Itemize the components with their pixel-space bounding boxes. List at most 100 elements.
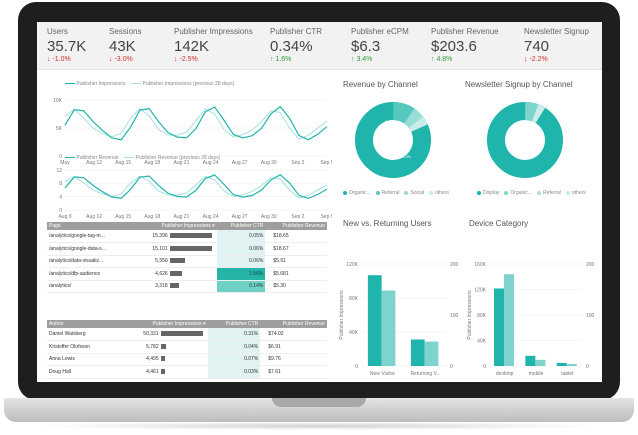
arrow-up-icon: ↑ — [351, 56, 355, 63]
author-cell[interactable]: Daniel Waisberg — [47, 328, 112, 341]
x-tick-label: May — [60, 160, 70, 166]
kpi-change: ↑ 4.8% — [431, 56, 499, 63]
page-cell[interactable]: /analytics/google-tag-m... — [47, 230, 129, 243]
impressions-legend-current: Publisher Impressions — [76, 81, 126, 87]
impressions-value: 4,461 — [146, 368, 159, 375]
revenue-cell: $74.02 — [260, 328, 327, 341]
kpi-value: 43K — [109, 38, 136, 55]
newsletter-by-channel-title: Newsletter Signup by Channel — [465, 80, 573, 89]
x-tick-label: Returning V... — [410, 371, 440, 377]
table-row[interactable]: Daniel Waisberg 50,331 0.31% $74.02 — [47, 328, 327, 341]
arrow-down-icon: ↓ — [524, 56, 528, 63]
column-header[interactable]: Publisher Revenue — [260, 320, 327, 328]
column-header[interactable]: Publisher CTR — [216, 222, 266, 230]
impressions-bar — [160, 331, 204, 337]
y-tick-label: 8 — [59, 181, 62, 187]
x-tick-label: Sep 2 — [291, 214, 304, 220]
page-cell[interactable]: /analytics/ — [47, 280, 129, 293]
legend-dot-icon — [565, 190, 570, 195]
legend-item: Referral — [375, 190, 399, 196]
table-row[interactable]: /analytics/3,318 0.14% $5.30 — [47, 280, 327, 293]
laptop-base — [4, 398, 634, 422]
revenue-cell: $5.91 — [265, 255, 327, 268]
impressions-bar — [169, 245, 212, 251]
kpi-change: ↓ -2.5% — [174, 56, 253, 63]
revenue-cell: $18.65 — [265, 230, 327, 243]
impressions-legend-previous: Publisher Impressions (previous 28 days) — [142, 81, 235, 87]
column-header[interactable]: Publisher Impressions ▾ — [111, 320, 208, 328]
arrow-up-icon: ↑ — [270, 56, 274, 63]
kpi-value: 35.7K — [47, 38, 87, 55]
x-tick-label: Aug 24 — [203, 214, 219, 220]
kpi-change-value: -2.2% — [529, 56, 548, 63]
kpi-bar: Users 35.7K ↓ -1.0% Sessions 43K ↓ -3.0% Publi… — [37, 22, 602, 70]
kpi-change-value: -1.0% — [52, 56, 71, 63]
kpi-change-value: 4.8% — [436, 56, 453, 63]
newsletter-by-channel-legend: Display Organic... Referral others — [477, 190, 591, 196]
column-header[interactable]: Page — [47, 222, 129, 230]
impressions-bar — [160, 356, 165, 362]
x-tick-label: Aug 30 — [261, 214, 277, 220]
page-cell[interactable]: /analytics/dfp-audience — [47, 267, 129, 281]
impressions-value: 5,550 — [155, 258, 168, 265]
table-row[interactable]: Doug Hall 4,461 0.03% $7.61 — [47, 365, 327, 379]
legend-label: Social — [410, 190, 425, 196]
kpi-change: ↑ 1.6% — [270, 56, 322, 63]
table-row[interactable]: /analytics/dfp-audience 4,626 1.56% $5.681 — [47, 267, 327, 281]
kpi-label: Newsletter Signup — [524, 27, 589, 36]
author-cell[interactable]: Anna Lewis — [47, 353, 112, 366]
table-row[interactable]: Anna Lewis 4,495 0.07% $9.76 — [47, 353, 327, 366]
donut-slice-display — [487, 102, 563, 178]
column-header[interactable]: Author — [47, 320, 112, 328]
bar-secondary — [424, 341, 439, 366]
x-tick-label: Aug 18 — [144, 160, 160, 166]
y-right-tick-label: 200 — [586, 262, 595, 268]
laptop-shadow — [30, 422, 608, 430]
pages-table: Page Publisher Impressions ▾ Publisher CTR… — [47, 222, 327, 293]
legend-label: Display — [483, 190, 500, 196]
column-header[interactable]: Publisher CTR — [207, 320, 261, 328]
kpi-publisher-ctr: Publisher CTR 0.34% ↑ 1.6% — [270, 27, 322, 63]
page-cell[interactable]: /analytics/google-data-s... — [47, 242, 129, 256]
impressions-value: 4,626 — [155, 270, 168, 277]
kpi-label: Publisher Impressions — [174, 27, 253, 36]
column-header[interactable]: Publisher Impressions ▾ — [128, 222, 217, 230]
x-tick-label: Aug 15 — [115, 160, 131, 166]
impressions-bar — [169, 283, 179, 289]
impressions-cell: 15,101 — [128, 242, 217, 256]
kpi-change-value: -3.0% — [114, 56, 133, 63]
table-row[interactable]: /analytics/google-data-s... 15,101 0.06% $1… — [47, 242, 327, 256]
impressions-value: 50,331 — [143, 331, 159, 337]
impressions-cell: 50,331 — [111, 328, 208, 341]
dashboard-screen: Users 35.7K ↓ -1.0% Sessions 43K ↓ -3.0% Publi… — [37, 22, 602, 382]
table-row[interactable]: /analytics/google-tag-m... 15,396 0.05% $18… — [47, 230, 327, 243]
table-row[interactable]: /analytics/data-visualiz... 5,550 0.06% $5.… — [47, 255, 327, 268]
x-tick-label: mobile — [529, 371, 544, 377]
legend-dot-icon — [504, 190, 509, 195]
revenue-cell: $5.681 — [265, 267, 327, 281]
column-header[interactable]: Publisher Revenue — [265, 222, 327, 230]
legend-label: Referral — [543, 190, 561, 196]
impressions-value: 3,318 — [155, 283, 168, 290]
series-previous-line — [64, 107, 328, 140]
bar-secondary — [504, 274, 515, 366]
y-tick-label: 0 — [483, 364, 486, 370]
legend-item: Social — [404, 190, 424, 196]
series-current-line — [64, 173, 328, 200]
legend-dot-icon — [429, 190, 434, 195]
impressions-cell: 4,495 — [111, 353, 208, 366]
table-row[interactable]: Kristoffer Olofsson 5,782 0.04% $6.91 — [47, 340, 327, 354]
impressions-cell: 4,461 — [111, 365, 208, 379]
arrow-up-icon: ↑ — [431, 56, 435, 63]
authors-table: Author Publisher Impressions ▾ Publisher C… — [47, 320, 327, 379]
x-tick-label: Aug 21 — [174, 160, 190, 166]
author-cell[interactable]: Doug Hall — [47, 365, 112, 379]
author-cell[interactable]: Kristoffer Olofsson — [47, 340, 112, 354]
y-right-tick-label: 200 — [450, 262, 459, 268]
y-tick-label: 120K — [474, 287, 486, 293]
x-tick-label: Sep 5 — [320, 160, 332, 166]
page-cell[interactable]: /analytics/data-visualiz... — [47, 255, 129, 268]
bar-secondary — [381, 290, 396, 366]
kpi-change-value: 3.4% — [356, 56, 373, 63]
